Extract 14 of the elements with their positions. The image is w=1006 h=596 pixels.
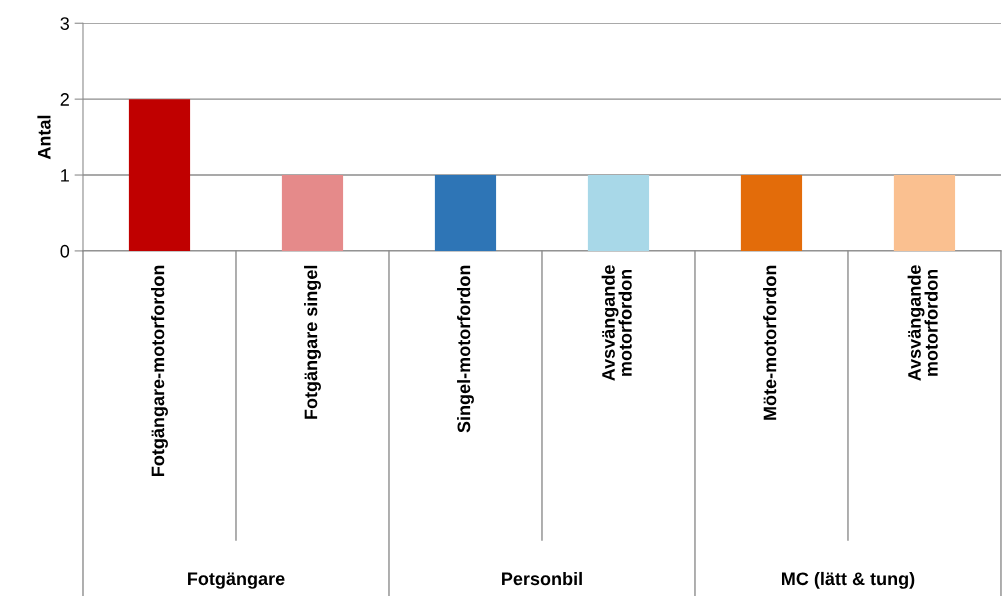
x-tick-label: Fotgängare-motorfordon xyxy=(151,265,168,476)
x-tick-label: Fotgängare singel xyxy=(304,265,321,419)
text: Fotgängare xyxy=(188,572,285,589)
x-tick-label: Avsvängande motorfordon xyxy=(601,265,632,381)
y-tick-label: 1 xyxy=(61,169,69,182)
x-tick-label: Möte-motorfordon xyxy=(763,265,777,420)
x-tick-label: Singel-motorfordon xyxy=(457,265,474,433)
text: MC (lätt & tung) xyxy=(782,571,915,589)
y-tick-label: 0 xyxy=(60,244,70,258)
x-tick-label: Avsvängande motorfordon xyxy=(907,265,938,381)
y-tick-label: 3 xyxy=(60,17,70,30)
text: Personbil xyxy=(502,571,582,586)
y-tick-label: 2 xyxy=(60,93,69,106)
y-axis-title: Antal xyxy=(37,115,51,160)
